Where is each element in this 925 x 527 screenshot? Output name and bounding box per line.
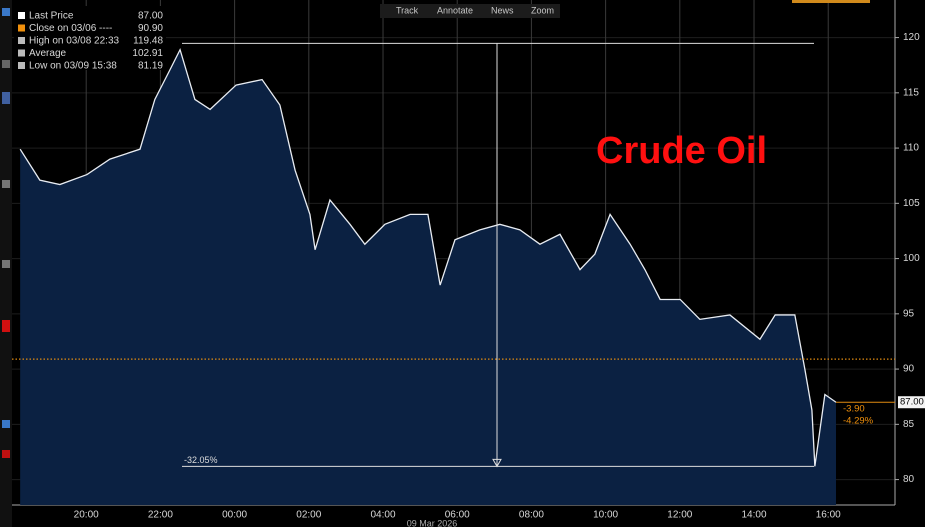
x-tick-label: 10:00: [593, 510, 618, 521]
tool-icon[interactable]: [2, 8, 10, 16]
legend-value: 87.00: [138, 11, 163, 22]
top-toolbar: Track Annotate News Zoom: [380, 0, 870, 18]
range-label: -32.05%: [184, 455, 218, 465]
legend-icon: [18, 62, 25, 69]
tool-icon[interactable]: [2, 450, 10, 458]
x-tick-label: 12:00: [667, 510, 692, 521]
price-line: [19, 47, 837, 467]
x-tick-label: 02:00: [296, 510, 321, 521]
change-pct-label: -4.29%: [843, 416, 874, 427]
chart-title: Crude Oil: [596, 130, 767, 172]
legend-name: High on 03/08 22:33: [29, 36, 120, 47]
y-tick-label: 90: [903, 364, 915, 375]
x-tick-label: 00:00: [222, 510, 247, 521]
tool-icon[interactable]: [2, 420, 10, 428]
legend-name: Low on 03/09 15:38: [29, 61, 117, 72]
change-label: -3.90: [843, 404, 865, 415]
y-tick-label: 95: [903, 308, 915, 319]
y-tick-label: 85: [903, 419, 915, 430]
top-toolbar-bg: [380, 4, 560, 18]
legend-value: 90.90: [138, 23, 163, 34]
y-tick-label: 120: [903, 32, 920, 43]
legend-icon: [18, 24, 25, 32]
legend-value: 81.19: [138, 61, 163, 72]
legend-icon: [18, 12, 25, 19]
x-tick-label: 08:00: [519, 510, 544, 521]
toolbar-button[interactable]: Annotate: [437, 5, 473, 15]
tool-icon[interactable]: [2, 60, 10, 68]
legend-bg: [14, 6, 166, 70]
x-tick-label: 16:00: [816, 510, 841, 521]
toolbar-button[interactable]: News: [491, 5, 514, 15]
last-price-tag: [898, 396, 925, 409]
last-price-label: 87.00: [900, 397, 924, 408]
x-tick-label: 22:00: [148, 510, 173, 521]
area: [20, 49, 837, 506]
range-arrow-head: [492, 458, 502, 468]
toolbar-accent: [792, 0, 870, 3]
x-axis-label: 09 Mar 2026: [407, 518, 458, 527]
tool-icon[interactable]: [2, 180, 10, 188]
side-toolbar: [0, 0, 12, 527]
legend-name: Last Price: [29, 11, 74, 22]
legend-value: 102.91: [132, 48, 163, 59]
toolbar-button[interactable]: Zoom: [531, 5, 554, 15]
x-tick-label: 14:00: [742, 510, 767, 521]
x-tick-label: 20:00: [74, 510, 99, 521]
y-tick-label: 105: [903, 198, 920, 209]
legend-name: Average: [29, 48, 67, 59]
tool-icon[interactable]: [2, 260, 10, 268]
x-tick-label: 06:00: [445, 510, 470, 521]
tool-icon[interactable]: [2, 320, 10, 332]
y-tick-label: 110: [903, 143, 919, 154]
toolbar-button[interactable]: Track: [396, 5, 419, 15]
y-tick-label: 100: [903, 253, 920, 264]
annotations: -32.05% 87.00 -3.90-4.29%: [12, 42, 925, 468]
legend: Last Price 87.00 Close on 03/06 ---- 90.90 H…: [14, 6, 166, 72]
legend-value: 119.48: [133, 36, 163, 47]
legend-icon: [18, 49, 25, 57]
legend-icon: [18, 37, 25, 44]
x-tick-label: 04:00: [370, 510, 395, 521]
legend-name: Close on 03/06 ----: [29, 23, 112, 34]
y-tick-label: 115: [903, 87, 919, 98]
tool-icon[interactable]: [2, 92, 10, 104]
y-tick-label: 80: [903, 474, 915, 485]
plot: [19, 47, 837, 506]
